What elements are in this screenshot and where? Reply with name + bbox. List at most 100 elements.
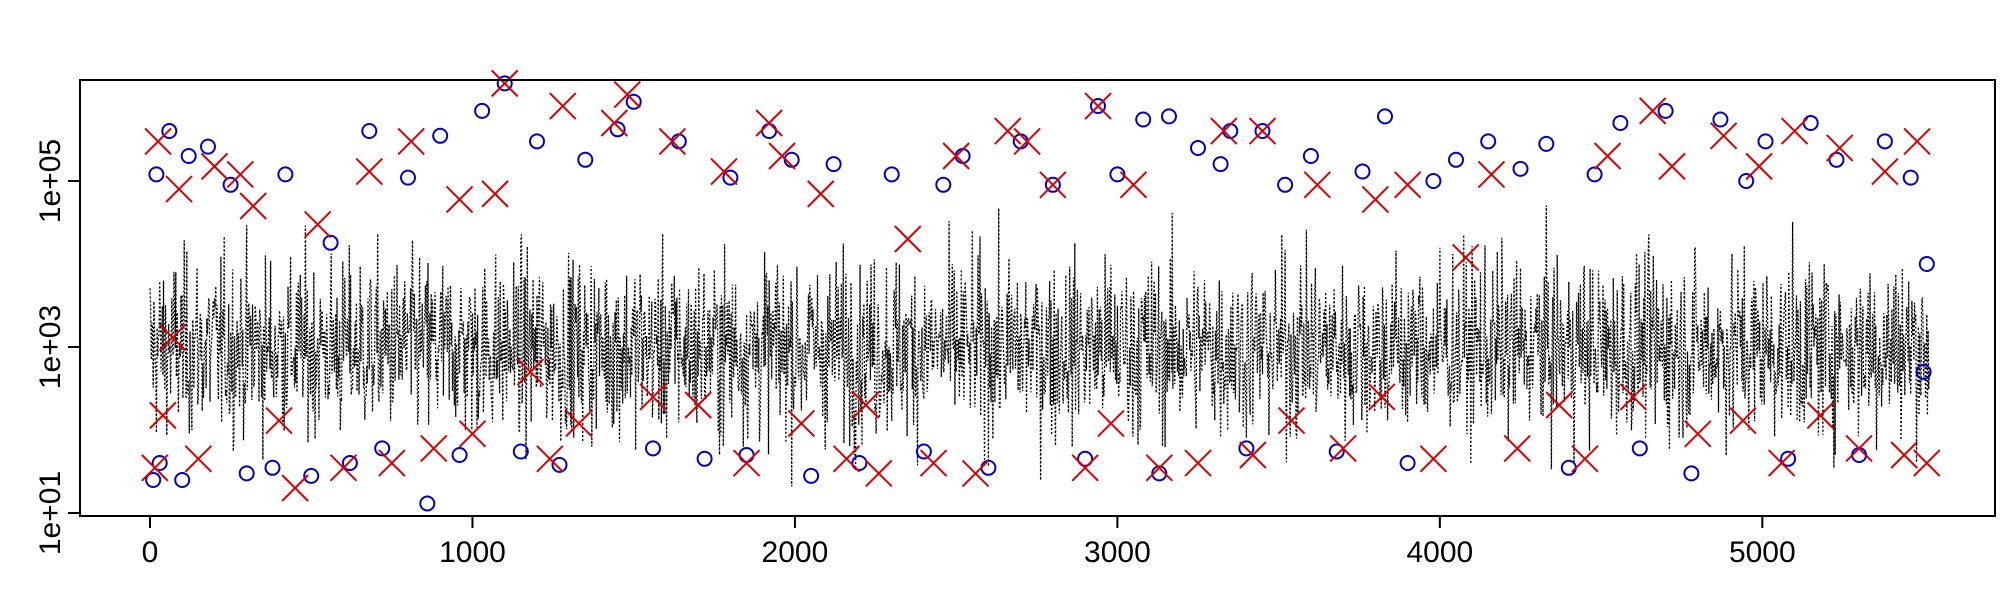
red-x-marker	[1419, 445, 1448, 473]
blue-circle-marker	[303, 467, 320, 484]
blue-circle-marker	[1876, 133, 1893, 150]
red-x-marker	[1013, 127, 1041, 156]
blue-circle-marker	[1828, 151, 1845, 168]
blue-circle-marker	[1077, 450, 1094, 467]
red-x-marker	[942, 142, 970, 170]
x-tick-label: 4000	[1406, 536, 1473, 569]
y-tick-label: 1e+05	[34, 139, 67, 223]
blue-circle-marker	[451, 447, 468, 463]
blue-circle-marker	[151, 455, 168, 471]
red-x-marker	[1729, 406, 1757, 435]
red-x-marker	[1277, 406, 1306, 435]
red-x-marker	[1658, 152, 1686, 181]
red-x-marker	[481, 180, 509, 208]
x-tick-label: 5000	[1729, 536, 1796, 569]
blue-circle-marker	[551, 456, 568, 473]
red-x-marker	[144, 127, 172, 156]
red-x-marker	[158, 323, 187, 352]
red-x-marker	[807, 180, 835, 208]
blue-circle-marker	[1277, 176, 1294, 193]
red-x-marker	[1503, 434, 1531, 463]
y-tick-label: 1e+01	[34, 471, 67, 555]
red-x-marker	[1845, 434, 1873, 463]
blue-circle-marker	[496, 75, 513, 92]
blue-circle-marker	[161, 123, 178, 139]
red-x-marker	[1709, 122, 1738, 150]
blue-circle-marker	[738, 447, 755, 463]
blue-circle-marker	[1902, 169, 1919, 186]
blue-circle-marker	[374, 440, 391, 457]
blue-circle-marker	[200, 138, 216, 155]
red-x-marker	[639, 383, 667, 411]
y-axis: 1e+01 1e+03 1e+05	[34, 139, 80, 555]
blue-circle-marker	[883, 166, 900, 183]
blue-circle-marker	[264, 459, 281, 476]
red-x-marker	[303, 210, 332, 239]
red-x-marker	[1571, 445, 1599, 473]
blue-circle-marker	[1612, 115, 1629, 131]
blue-circle-marker	[1354, 163, 1371, 180]
red-x-marker	[832, 445, 861, 473]
x-axis: 0 1000 2000 3000 4000 5000	[142, 516, 1796, 569]
blue-circle-marker	[1448, 151, 1464, 168]
red-x-marker	[265, 406, 293, 435]
blue-circle-marker	[1090, 98, 1106, 114]
blue-circle-marker	[1915, 364, 1932, 380]
red-x-marker	[852, 391, 880, 419]
red-x-marker	[184, 445, 213, 473]
blue-circle-marker	[625, 93, 642, 110]
red-x-marker	[1903, 127, 1931, 156]
blue-circle-marker	[148, 166, 165, 183]
red-x-marker	[768, 142, 796, 170]
blue-circle-marker	[400, 169, 416, 186]
blue-circle-marker	[1683, 465, 1700, 482]
blue-circle-marker	[1151, 465, 1168, 482]
red-x-marker	[1619, 383, 1648, 411]
blue-circle-marker	[1012, 133, 1029, 150]
blue-circle-marker	[180, 148, 197, 164]
x-tick-label: 1000	[439, 536, 506, 569]
red-x-marker	[1071, 454, 1099, 482]
blue-circle-marker	[1480, 133, 1497, 150]
x-tick-label: 3000	[1084, 536, 1151, 569]
blue-circle-marker	[361, 123, 378, 139]
black-dotted-series	[149, 205, 1931, 487]
blue-circle-marker	[577, 151, 594, 168]
blue-circle-marker	[512, 443, 529, 460]
blue-circle-marker	[1222, 123, 1239, 139]
red-x-marker	[1368, 383, 1396, 411]
x-tick-label: 0	[142, 536, 159, 569]
red-x-marker	[710, 157, 738, 186]
red-x-marker	[1210, 117, 1238, 145]
blue-circle-marker	[145, 472, 162, 488]
red-x-marker	[1361, 185, 1390, 214]
red-x-marker	[1039, 171, 1067, 199]
red-x-marker	[1545, 391, 1573, 419]
blue-circle-marker	[1512, 160, 1529, 177]
red-x-marker	[732, 449, 761, 477]
red-x-series	[141, 69, 1941, 502]
blue-circle-marker	[1757, 133, 1774, 150]
red-x-marker	[613, 80, 641, 109]
red-x-marker	[1145, 454, 1174, 482]
red-x-marker	[1329, 434, 1357, 463]
blue-circle-marker	[474, 102, 491, 119]
red-x-marker	[549, 92, 577, 120]
blue-circle-marker	[529, 133, 545, 150]
blue-circle-marker	[803, 467, 820, 484]
blue-circle-marker	[1044, 176, 1061, 193]
red-x-marker	[1767, 449, 1796, 477]
blue-circle-marker	[1560, 459, 1577, 476]
blue-circle-marker	[1586, 166, 1603, 183]
blue-circle-marker	[1254, 123, 1271, 139]
blue-circle-marker	[1657, 102, 1674, 119]
red-x-marker	[755, 109, 783, 137]
blue-circle-marker	[1190, 140, 1206, 156]
red-x-marker	[1638, 97, 1667, 125]
red-x-marker	[516, 358, 545, 386]
blue-circle-series	[145, 75, 1935, 512]
plot-frame	[79, 79, 1996, 517]
blue-circle-marker	[222, 176, 239, 193]
red-x-marker	[1084, 92, 1112, 120]
